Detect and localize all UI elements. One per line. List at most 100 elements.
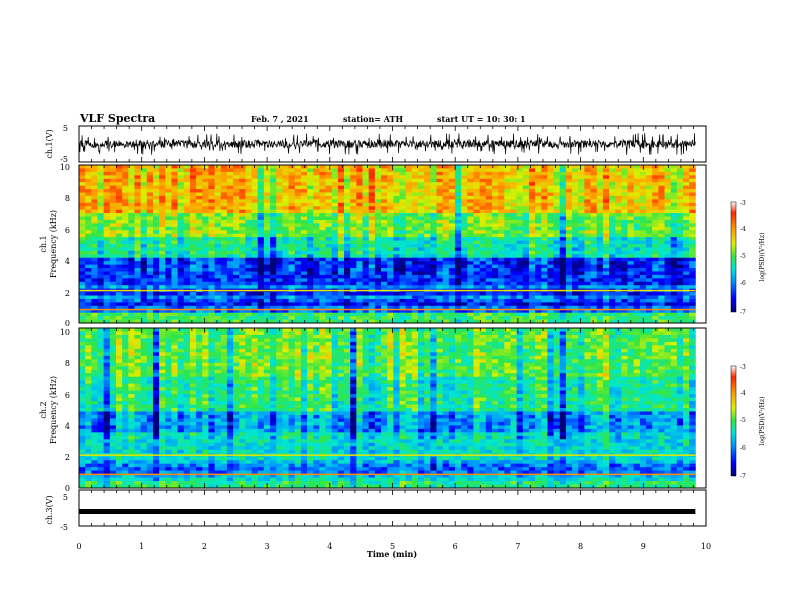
ch2-spectrogram-cell [368, 334, 376, 339]
ch1-spectrogram-cell [208, 292, 215, 296]
ch1-spectrogram-cell [356, 268, 363, 272]
ch1-spectrogram-cell [652, 268, 659, 272]
ch1-spectrogram-cell [424, 264, 431, 269]
ch1-spectrogram-cell [547, 240, 554, 245]
ch1-spectrogram-cell [171, 175, 179, 180]
ch1-spectrogram-cell [473, 182, 481, 186]
ch1-spectrogram-cell [374, 178, 382, 183]
ch1-spectrogram-cell [79, 292, 86, 296]
ch1-spectrogram-cell [165, 264, 172, 269]
ch2-spectrogram-cell [596, 334, 604, 339]
ch2-spectrogram-cell [270, 334, 277, 339]
ch1-spectrogram-cell [424, 216, 431, 221]
ch1-spectrogram-cell [159, 213, 166, 217]
ch1-spectrogram-cell [208, 213, 215, 217]
ch1-spectrogram-cell [522, 305, 530, 310]
ch1-spectrogram-cell [609, 257, 616, 262]
ch1-spectrogram-cell [516, 216, 524, 221]
ch1-spectrogram-cell [516, 237, 524, 241]
ch1-spectrogram-cell [633, 206, 641, 211]
ch1-spectrogram-cell [411, 223, 419, 228]
ch1-spectrogram-cell [504, 199, 511, 204]
ch1-spectrogram-cell [152, 185, 160, 190]
ch1-spectrogram-cell [436, 257, 444, 262]
ch2-spectrogram-cell [535, 328, 542, 332]
ch1-spectrogram-cell [683, 233, 690, 238]
ch1-spectrogram-cell [202, 312, 209, 317]
ch1-spectrogram-cell [115, 223, 123, 228]
ch1-spectrogram-cell [417, 233, 425, 238]
ch1-spectrogram-cell [300, 278, 308, 283]
ch1-spectrogram-cell [282, 247, 289, 252]
ch1-spectrogram-cell [485, 213, 493, 217]
ch1-spectrogram-cell [658, 247, 665, 252]
ch1-spectrogram-cell [430, 292, 437, 296]
ch1-spectrogram-cell [128, 209, 135, 214]
ch1-spectrogram-cell [393, 264, 400, 269]
ch1-spectrogram-cell [565, 165, 573, 169]
ch1-spectrogram-cell [263, 230, 271, 235]
ch1-spectrogram-cell [627, 226, 635, 231]
ch1-spectrogram-cell [239, 195, 246, 200]
ch1-spectrogram-cell [374, 295, 382, 300]
ch1-spectrogram-cell [344, 206, 351, 211]
ch1-spectrogram-cell [344, 213, 351, 217]
ch1-spectrogram-cell [596, 189, 604, 193]
ch1-spectrogram-cell [220, 226, 228, 231]
ch1-spectrogram-cell [319, 309, 326, 314]
ch1-spectrogram-cell [263, 206, 271, 211]
ch1-spectrogram-cell [79, 185, 86, 190]
ch1-spectrogram-cell [417, 182, 425, 186]
ch1-spectrogram-cell [202, 281, 209, 286]
ch1-spectrogram-cell [535, 281, 542, 286]
ch1-spectrogram-cell [344, 316, 351, 320]
ch1-spectrogram-cell [639, 171, 647, 176]
ch2-spectrogram-cell [639, 331, 647, 336]
ch1-spectrogram-cell [350, 292, 357, 296]
ch1-spectrogram-cell [522, 274, 530, 279]
ch1-spectrogram-cell [202, 257, 209, 262]
ch1-spectrogram-cell [319, 230, 326, 235]
ch1-spectrogram-cell [584, 285, 591, 290]
ch2-spectrogram-cell [646, 331, 653, 336]
ch1-spectrogram-cell [103, 302, 111, 307]
ch1-spectrogram-cell [572, 216, 579, 221]
ch1-spectrogram-cell [177, 199, 185, 204]
ch1-spectrogram-cell [491, 254, 499, 259]
ch1-spectrogram-cell [498, 202, 505, 207]
ch1-spectrogram-cell [282, 189, 289, 193]
ch1-spectrogram-cell [115, 168, 123, 173]
ch1-spectrogram-cell [337, 165, 345, 169]
ch1-spectrogram-cell [504, 302, 511, 307]
ch1-spectrogram-cell [362, 319, 370, 324]
ch1-spectrogram-cell [91, 319, 98, 324]
ch1-spectrogram-cell [122, 182, 129, 186]
ch1-spectrogram-cell [627, 281, 635, 286]
ch1-spectrogram-cell [202, 244, 209, 248]
ch1-spectrogram-cell [165, 281, 172, 286]
ch1-spectrogram-cell [417, 237, 425, 241]
ch1-spectrogram-cell [522, 319, 530, 324]
ch1-spectrogram-cell [220, 237, 228, 241]
ch1-spectrogram-cell [79, 319, 86, 324]
ch1-spectrogram-cell [639, 302, 647, 307]
ch1-spectrogram-cell [196, 233, 203, 238]
ch1-spectrogram-cell [128, 305, 135, 310]
ch1-spectrogram-cell [97, 175, 105, 180]
ch1-spectrogram-cell [196, 250, 203, 255]
ch1-spectrogram-cell [399, 319, 407, 324]
ch1-spectrogram-cell [535, 213, 542, 217]
ch1-spectrogram-cell [572, 316, 579, 320]
ch1-spectrogram-cell [621, 261, 628, 265]
ch1-spectrogram-cell [559, 271, 567, 276]
ch1-spectrogram-cell [596, 175, 604, 180]
ch1-spectrogram-cell [689, 230, 696, 235]
ch1-spectrogram-cell [282, 261, 289, 265]
ch1-spectrogram-cell [448, 244, 456, 248]
ch1-spectrogram-cell [122, 295, 129, 300]
ch1-spectrogram-cell [226, 244, 234, 248]
ch1-spectrogram-cell [214, 165, 222, 169]
ch1-spectrogram-cell [658, 171, 665, 176]
ch1-spectrogram-cell [510, 271, 517, 276]
ch1-spectrogram-cell [214, 192, 222, 197]
